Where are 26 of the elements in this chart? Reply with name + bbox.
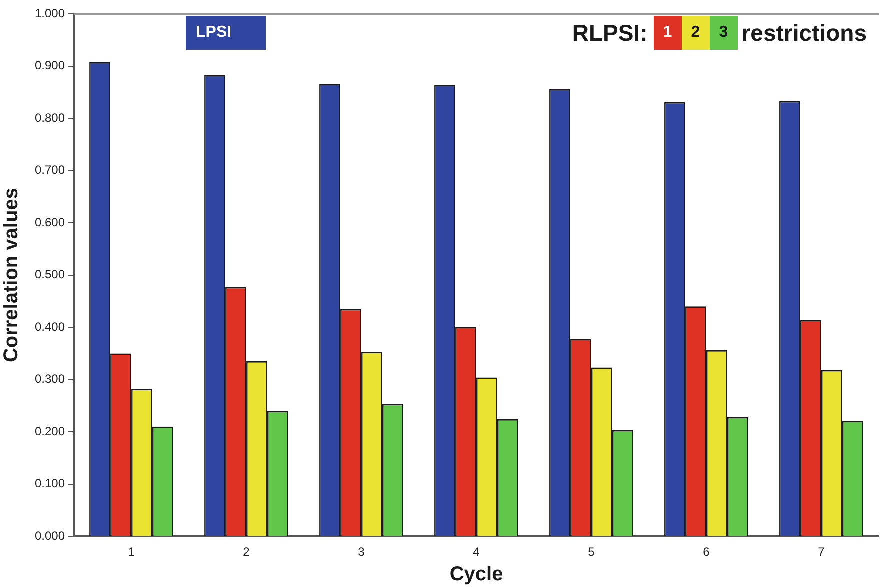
text: 3 [719, 24, 728, 42]
legend-title: RLPSI: [572, 20, 648, 46]
y-tick-label: 0.100 [35, 476, 66, 491]
y-tick-label: 0.200 [35, 424, 66, 438]
y-tick-label: 0.900 [35, 58, 66, 73]
text: LPSI [196, 24, 232, 42]
x-tick-label: 5 [588, 545, 596, 560]
y-tick-label: 0.700 [35, 163, 66, 178]
x-tick-label: 3 [358, 545, 366, 560]
y-tick-label: 1.000 [35, 6, 66, 20]
x-tick-label: 6 [703, 545, 710, 560]
y-tick-label: 0.300 [35, 372, 66, 386]
y-tick-label: 0.000 [35, 528, 66, 543]
x-tick-label: 4 [473, 545, 480, 560]
x-axis-title: Cycle [450, 564, 504, 586]
x-tick-label: 7 [818, 545, 826, 560]
x-tick-label: 2 [243, 545, 250, 560]
y-tick-label: 0.400 [35, 320, 66, 334]
y-tick-label: 0.600 [35, 215, 66, 230]
text: 1 [663, 24, 672, 42]
annotation: restrictions [742, 20, 867, 46]
text: 2 [691, 24, 700, 42]
x-tick-label: 1 [128, 545, 136, 560]
y-tick-label: 0.500 [35, 268, 66, 282]
y-axis-title: Correlation values [0, 188, 23, 363]
y-tick-label: 0.800 [35, 110, 66, 125]
